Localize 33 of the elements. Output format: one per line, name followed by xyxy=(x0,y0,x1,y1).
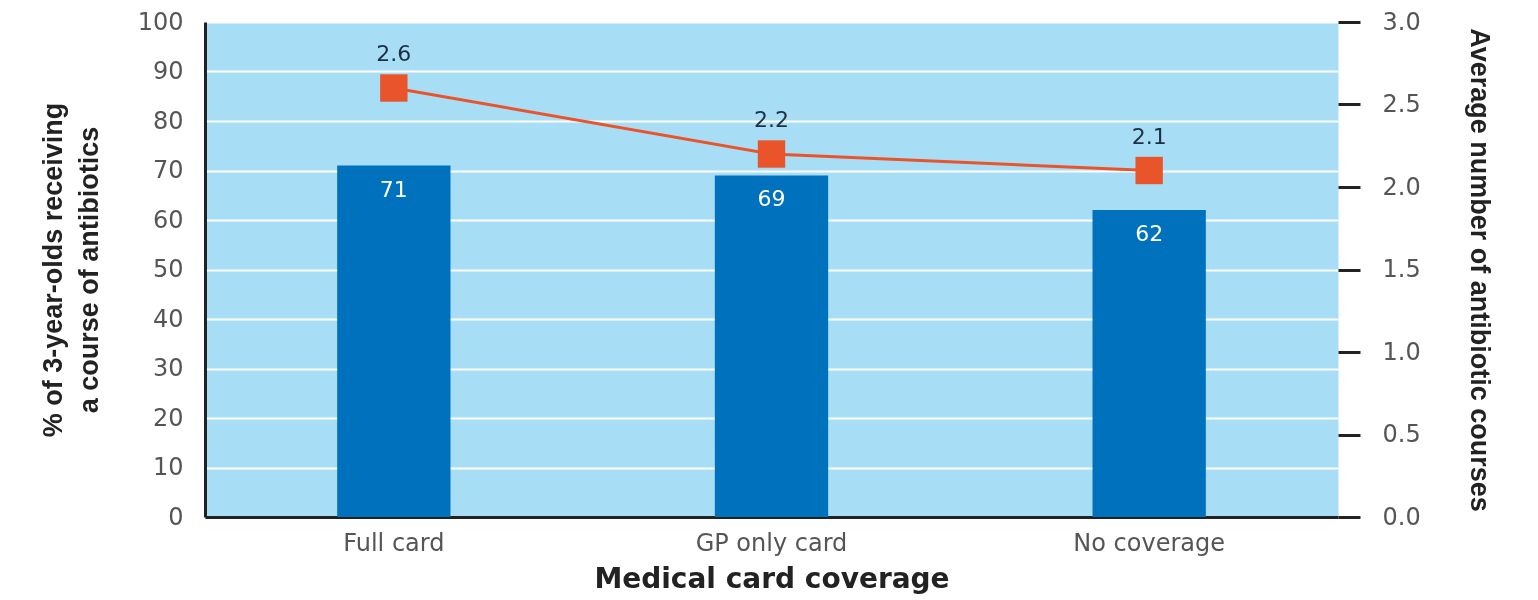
data-label: 71 xyxy=(379,176,408,202)
x-axis-title: Medical card coverage xyxy=(594,561,950,595)
x-tick-label: GP only card xyxy=(695,528,848,557)
y2-tick-label: 1.5 xyxy=(1382,255,1421,283)
point xyxy=(380,74,408,102)
y-tick-label: 100 xyxy=(137,7,184,36)
y-tick-label: 10 xyxy=(152,453,184,481)
x-tick-label: Full card xyxy=(343,528,445,557)
y2-tick-label: 2.0 xyxy=(1382,172,1421,201)
data-label: 2.2 xyxy=(754,107,789,132)
y-tick-label: 30 xyxy=(152,354,184,382)
data-label: 2.1 xyxy=(1131,123,1167,149)
y-tick-label: 90 xyxy=(152,57,184,85)
x-tick-label: No coverage xyxy=(1073,528,1226,557)
y-tick-label: 60 xyxy=(152,205,184,234)
y-tick-label: 50 xyxy=(152,255,184,283)
data-label: 62 xyxy=(1135,221,1164,247)
y2-tick-label: 3.0 xyxy=(1382,7,1421,36)
y2-tick-label: 0.0 xyxy=(1382,502,1421,531)
y2-axis-title: Average number of antibiotic courses xyxy=(1464,28,1495,512)
y-tick-label: 80 xyxy=(152,106,184,135)
y2-tick-label: 1.0 xyxy=(1382,337,1421,366)
data-label: 2.6 xyxy=(376,41,412,66)
y2-tick-label: 2.5 xyxy=(1382,90,1421,118)
y-tick-label: 70 xyxy=(152,156,184,184)
data-label: 69 xyxy=(757,186,786,212)
y-tick-label: 20 xyxy=(152,403,184,432)
y-tick-label: 40 xyxy=(152,304,184,333)
y-tick-label: 0 xyxy=(168,502,184,531)
y2-tick-label: 0.5 xyxy=(1382,420,1421,448)
point xyxy=(1135,156,1163,185)
y-axis-title: % of 3-year-olds receiving a course of antibiotics xyxy=(37,102,104,438)
point xyxy=(757,140,786,168)
